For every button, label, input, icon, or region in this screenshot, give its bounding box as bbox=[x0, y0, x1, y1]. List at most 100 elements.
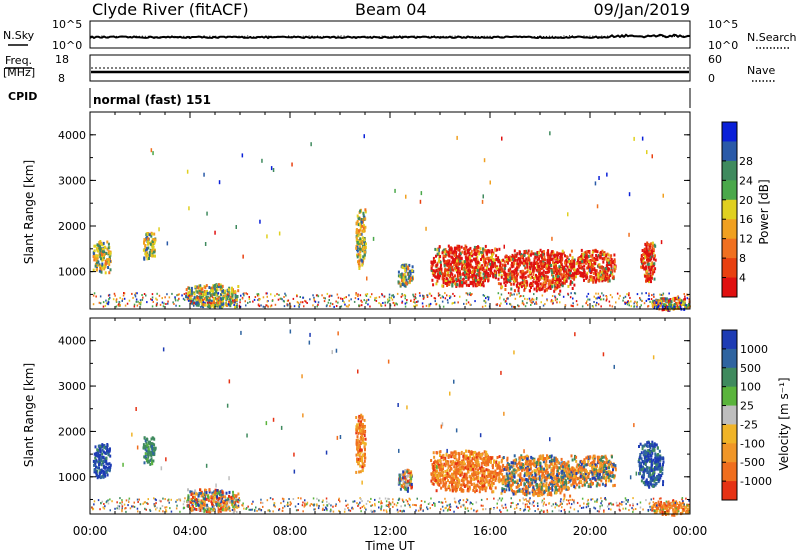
data-cell bbox=[355, 453, 358, 457]
data-cell bbox=[443, 270, 446, 274]
data-cell bbox=[587, 250, 590, 253]
data-cell bbox=[356, 255, 359, 259]
data-cell bbox=[594, 257, 597, 261]
data-cell bbox=[445, 282, 448, 285]
data-cell bbox=[567, 212, 569, 217]
data-cell bbox=[221, 289, 224, 293]
data-cell bbox=[197, 297, 200, 300]
data-cell bbox=[601, 257, 604, 261]
data-cell bbox=[150, 298, 152, 301]
data-cell bbox=[234, 294, 237, 298]
data-cell bbox=[100, 475, 103, 479]
data-cell bbox=[651, 241, 654, 245]
data-cell bbox=[96, 476, 99, 480]
data-cell bbox=[348, 304, 350, 307]
data-cell bbox=[519, 257, 522, 261]
data-cell bbox=[517, 257, 520, 261]
data-cell bbox=[287, 299, 290, 302]
data-cell bbox=[146, 458, 149, 462]
data-cell bbox=[585, 252, 588, 256]
data-cell bbox=[219, 297, 222, 301]
data-cell bbox=[218, 493, 221, 497]
data-cell bbox=[393, 304, 396, 307]
data-cell bbox=[224, 298, 227, 300]
data-cell bbox=[511, 257, 514, 261]
data-cell bbox=[454, 483, 457, 487]
data-cell bbox=[649, 250, 651, 254]
data-cell bbox=[155, 303, 158, 306]
data-cell bbox=[476, 283, 479, 287]
data-cell bbox=[559, 301, 561, 304]
data-cell bbox=[439, 463, 442, 467]
data-cell bbox=[218, 508, 221, 512]
data-cell bbox=[193, 301, 195, 304]
data-cell bbox=[463, 302, 465, 305]
data-cell bbox=[366, 293, 369, 295]
data-cell bbox=[591, 257, 594, 261]
data-cell bbox=[461, 264, 464, 268]
data-cell bbox=[474, 284, 477, 288]
data-cell bbox=[531, 297, 534, 300]
data-cell bbox=[564, 254, 566, 258]
data-cell bbox=[206, 291, 209, 295]
data-cell bbox=[296, 301, 299, 304]
data-cell bbox=[488, 457, 491, 461]
data-cell bbox=[146, 443, 149, 447]
data-cell bbox=[465, 263, 468, 266]
data-cell bbox=[544, 258, 547, 262]
data-cell bbox=[198, 291, 201, 295]
data-cell bbox=[156, 292, 158, 295]
data-cell bbox=[530, 301, 532, 304]
data-cell bbox=[463, 252, 466, 256]
data-cell bbox=[447, 474, 450, 478]
data-cell bbox=[356, 228, 358, 232]
data-cell bbox=[593, 295, 595, 298]
data-cell bbox=[436, 276, 439, 280]
data-cell bbox=[357, 419, 360, 423]
data-cell bbox=[479, 247, 482, 251]
data-cell bbox=[121, 298, 124, 301]
data-cell bbox=[545, 274, 548, 278]
data-cell bbox=[483, 294, 486, 297]
data-cell bbox=[569, 296, 572, 299]
data-cell bbox=[149, 451, 152, 455]
data-cell bbox=[211, 502, 213, 506]
data-cell bbox=[94, 456, 97, 460]
data-cell bbox=[193, 304, 195, 307]
data-cell bbox=[578, 256, 581, 260]
data-cell bbox=[475, 452, 478, 456]
data-cell bbox=[188, 206, 190, 211]
data-cell bbox=[656, 298, 659, 302]
data-cell bbox=[239, 301, 241, 304]
data-cell bbox=[551, 278, 554, 282]
data-cell bbox=[589, 275, 592, 279]
data-cell bbox=[226, 292, 229, 295]
data-cell bbox=[103, 445, 106, 449]
data-cell bbox=[595, 297, 597, 300]
data-cell bbox=[448, 283, 451, 286]
data-cell bbox=[217, 510, 220, 514]
data-cell bbox=[494, 472, 497, 476]
data-cell bbox=[253, 298, 256, 301]
data-cell bbox=[497, 478, 500, 482]
data-cell bbox=[448, 259, 451, 263]
data-cell bbox=[337, 301, 339, 304]
data-cell bbox=[107, 468, 110, 472]
data-cell bbox=[360, 232, 363, 236]
data-cell bbox=[444, 485, 447, 489]
data-cell bbox=[467, 480, 470, 484]
data-cell bbox=[402, 485, 405, 489]
data-cell bbox=[95, 465, 97, 469]
data-cell bbox=[205, 284, 208, 288]
data-cell bbox=[477, 452, 480, 456]
data-cell bbox=[132, 296, 134, 299]
data-cell bbox=[460, 256, 463, 260]
data-cell bbox=[442, 467, 444, 471]
data-cell bbox=[453, 471, 456, 475]
data-cell bbox=[573, 283, 576, 287]
data-cell bbox=[622, 299, 624, 302]
data-cell bbox=[465, 252, 468, 256]
data-cell bbox=[475, 276, 478, 280]
data-cell bbox=[205, 491, 208, 495]
